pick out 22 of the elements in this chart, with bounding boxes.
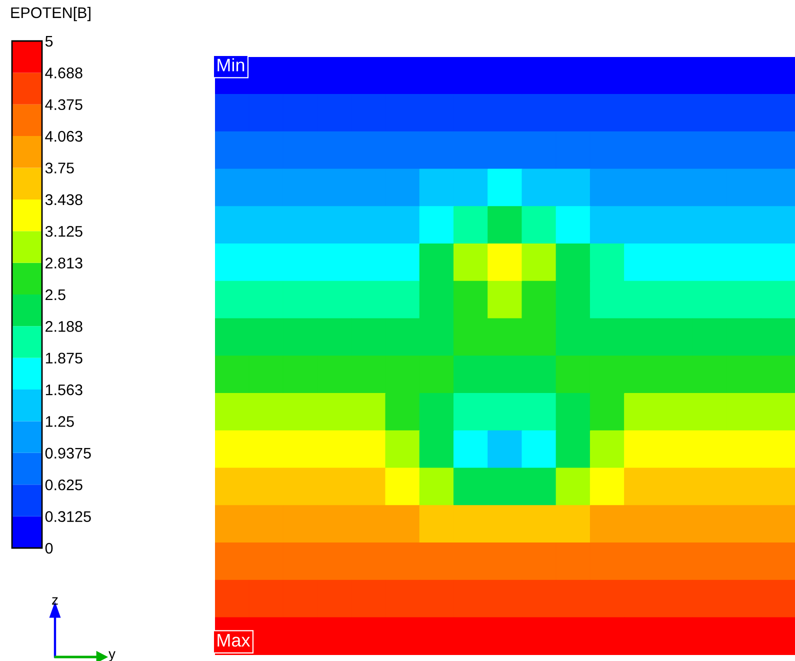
color-bar-label: 1.563 [46, 384, 82, 396]
color-bar-label: 0.3125 [45, 511, 91, 522]
color-bar-label: 2.813 [46, 258, 82, 268]
text: y [108, 651, 116, 661]
color-bar-label: 2.188 [46, 321, 82, 332]
color-bar-label: 1.25 [46, 416, 74, 427]
color-bar-label: 4.375 [45, 99, 82, 110]
text: z [52, 597, 58, 605]
color-bar-label: 5 [45, 36, 53, 47]
color-bar-label: 3.75 [45, 162, 74, 174]
annotation: Max [218, 634, 250, 647]
color-bar-label: 3.125 [45, 226, 82, 237]
color-bar-label: 4.688 [45, 68, 82, 78]
color-bar-label: 0.9375 [45, 448, 91, 459]
color-bar-title: EPOTEN[B] [11, 6, 90, 22]
color-bar-label: 2.5 [46, 289, 66, 300]
color-bar-label: 0.625 [45, 479, 82, 490]
color-bar-label: 0 [45, 542, 53, 554]
annotation: Min [218, 58, 244, 72]
color-bar-label: 1.875 [46, 352, 82, 364]
color-bar-label: 3.438 [45, 194, 82, 206]
color-bar-label: 4.063 [45, 130, 82, 142]
